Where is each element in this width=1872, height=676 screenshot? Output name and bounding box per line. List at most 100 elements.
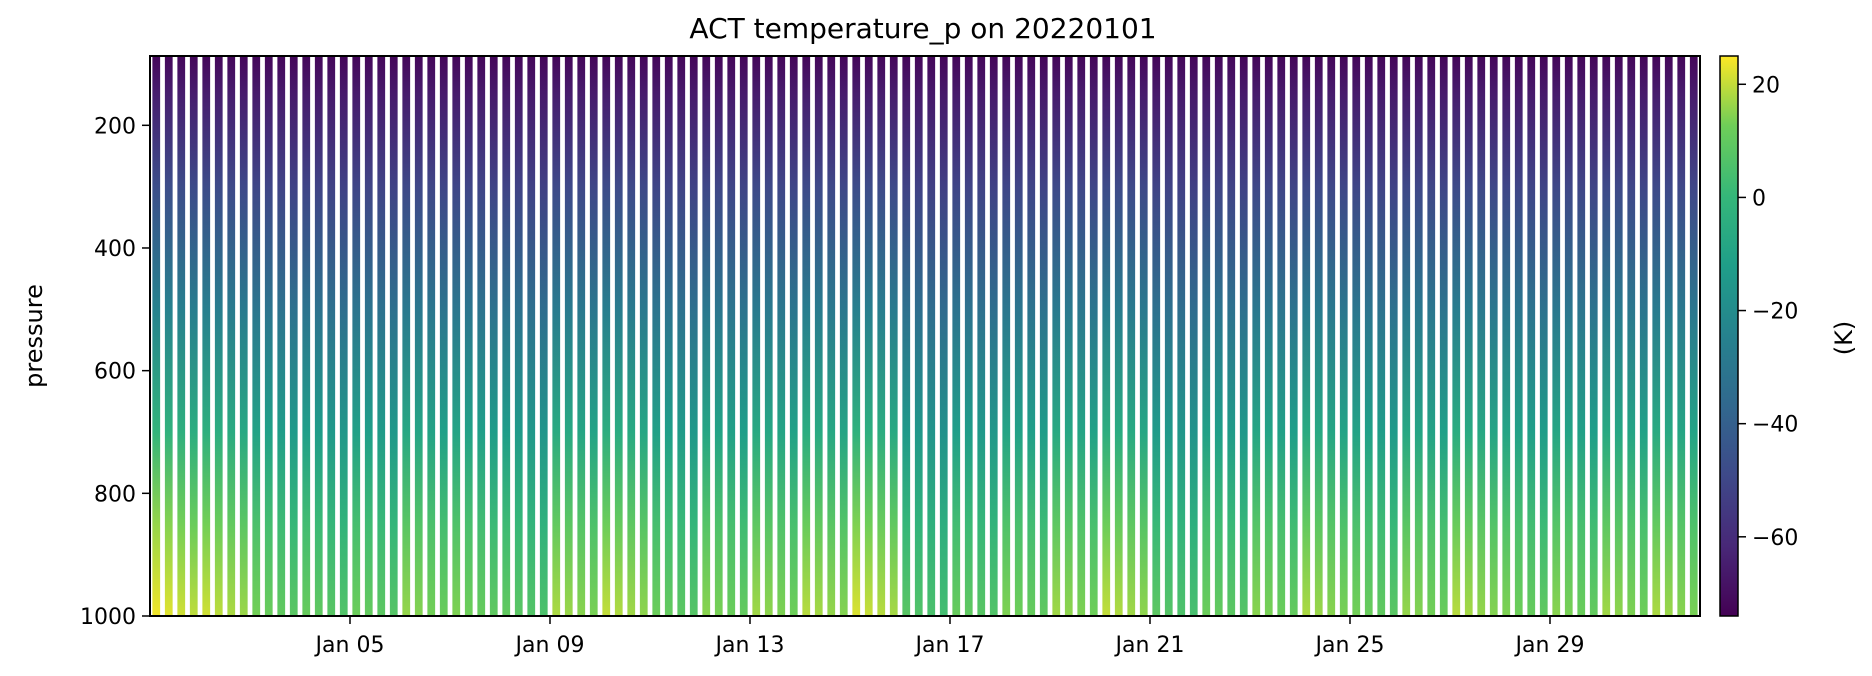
sounding-bar xyxy=(914,56,923,616)
sounding-bar xyxy=(377,56,386,616)
sounding-bar xyxy=(1039,56,1048,616)
sounding-bar xyxy=(1677,56,1686,616)
colorbar-tick-label: 0 xyxy=(1752,186,1766,211)
sounding-bar xyxy=(614,56,623,616)
sounding-bar xyxy=(777,56,786,616)
sounding-bar xyxy=(514,56,523,616)
sounding-bar xyxy=(1527,56,1536,616)
sounding-bar xyxy=(1202,56,1211,616)
x-tick-label: Jan 13 xyxy=(714,633,785,658)
sounding-bar xyxy=(1389,56,1398,616)
sounding-bar xyxy=(1339,56,1348,616)
sounding-bar xyxy=(677,56,686,616)
sounding-bar xyxy=(1614,56,1623,616)
sounding-bar xyxy=(452,56,461,616)
sounding-bar xyxy=(627,56,636,616)
sounding-bar xyxy=(239,56,248,616)
sounding-bar xyxy=(1052,56,1061,616)
sounding-bar xyxy=(1664,56,1673,616)
sounding-bar xyxy=(902,56,911,616)
sounding-bar xyxy=(877,56,886,616)
sounding-bar xyxy=(589,56,598,616)
sounding-bar xyxy=(527,56,536,616)
sounding-bar xyxy=(1477,56,1486,616)
sounding-bar xyxy=(214,56,223,616)
y-axis: 200 400 600 800 1000 xyxy=(80,114,150,630)
sounding-bar xyxy=(1164,56,1173,616)
sounding-bar xyxy=(327,56,336,616)
sounding-bar xyxy=(152,56,161,616)
sounding-bar xyxy=(302,56,311,616)
sounding-bar xyxy=(1564,56,1573,616)
x-axis: Jan 05 Jan 09 Jan 13 Jan 17 Jan 21 Jan 25 Jan … xyxy=(314,616,1584,658)
sounding-bar xyxy=(1452,56,1461,616)
sounding-bar xyxy=(1077,56,1086,616)
sounding-bar xyxy=(939,56,948,616)
sounding-bar xyxy=(1577,56,1586,616)
sounding-bar xyxy=(1139,56,1148,616)
sounding-bar xyxy=(839,56,848,616)
sounding-bar xyxy=(564,56,573,616)
sounding-bar xyxy=(552,56,561,616)
sounding-bar xyxy=(539,56,548,616)
sounding-bar xyxy=(1189,56,1198,616)
sounding-bar xyxy=(1252,56,1261,616)
colorbar-label: (K) xyxy=(1830,321,1858,355)
sounding-bar xyxy=(739,56,748,616)
y-tick-label: 1000 xyxy=(80,605,136,630)
sounding-bar xyxy=(1414,56,1423,616)
sounding-bar xyxy=(1152,56,1161,616)
sounding-bar xyxy=(789,56,798,616)
x-tick-label: Jan 21 xyxy=(1114,633,1185,658)
sounding-bar xyxy=(602,56,611,616)
sounding-bar xyxy=(1102,56,1111,616)
sounding-bar xyxy=(502,56,511,616)
colorbar-axis: 20 0 −20 −40 −60 xyxy=(1738,73,1798,551)
sounding-bar xyxy=(727,56,736,616)
sounding-bar xyxy=(1402,56,1411,616)
sounding-bar xyxy=(1289,56,1298,616)
sounding-bar xyxy=(1539,56,1548,616)
sounding-bar xyxy=(1352,56,1361,616)
sounding-bar xyxy=(1489,56,1498,616)
plot-area xyxy=(152,56,1698,616)
sounding-bar xyxy=(1214,56,1223,616)
sounding-bar xyxy=(477,56,486,616)
sounding-bar xyxy=(1314,56,1323,616)
sounding-bar xyxy=(689,56,698,616)
sounding-bar xyxy=(1277,56,1286,616)
colorbar xyxy=(1720,56,1738,616)
sounding-bar xyxy=(1427,56,1436,616)
plot-frame xyxy=(149,55,1701,617)
sounding-bar xyxy=(439,56,448,616)
sounding-bar xyxy=(927,56,936,616)
sounding-bar xyxy=(664,56,673,616)
sounding-bar xyxy=(1652,56,1661,616)
sounding-bar xyxy=(1089,56,1098,616)
sounding-bar xyxy=(289,56,298,616)
sounding-bar xyxy=(227,56,236,616)
sounding-bar xyxy=(1127,56,1136,616)
sounding-bar xyxy=(164,56,173,616)
sounding-bar xyxy=(802,56,811,616)
sounding-bar xyxy=(352,56,361,616)
sounding-bar xyxy=(952,56,961,616)
sounding-bar xyxy=(852,56,861,616)
sounding-bar xyxy=(202,56,211,616)
x-tick-label: Jan 17 xyxy=(914,633,985,658)
sounding-bar xyxy=(1364,56,1373,616)
sounding-bar xyxy=(339,56,348,616)
sounding-bar xyxy=(964,56,973,616)
sounding-bar xyxy=(364,56,373,616)
sounding-bar xyxy=(1552,56,1561,616)
y-axis-label: pressure xyxy=(20,284,48,388)
sounding-bar xyxy=(889,56,898,616)
sounding-bar xyxy=(1177,56,1186,616)
sounding-bar xyxy=(1327,56,1336,616)
x-tick-label: Jan 25 xyxy=(1314,633,1385,658)
sounding-bar xyxy=(414,56,423,616)
y-tick-label: 200 xyxy=(94,114,136,139)
sounding-bar xyxy=(489,56,498,616)
sounding-bar xyxy=(277,56,286,616)
